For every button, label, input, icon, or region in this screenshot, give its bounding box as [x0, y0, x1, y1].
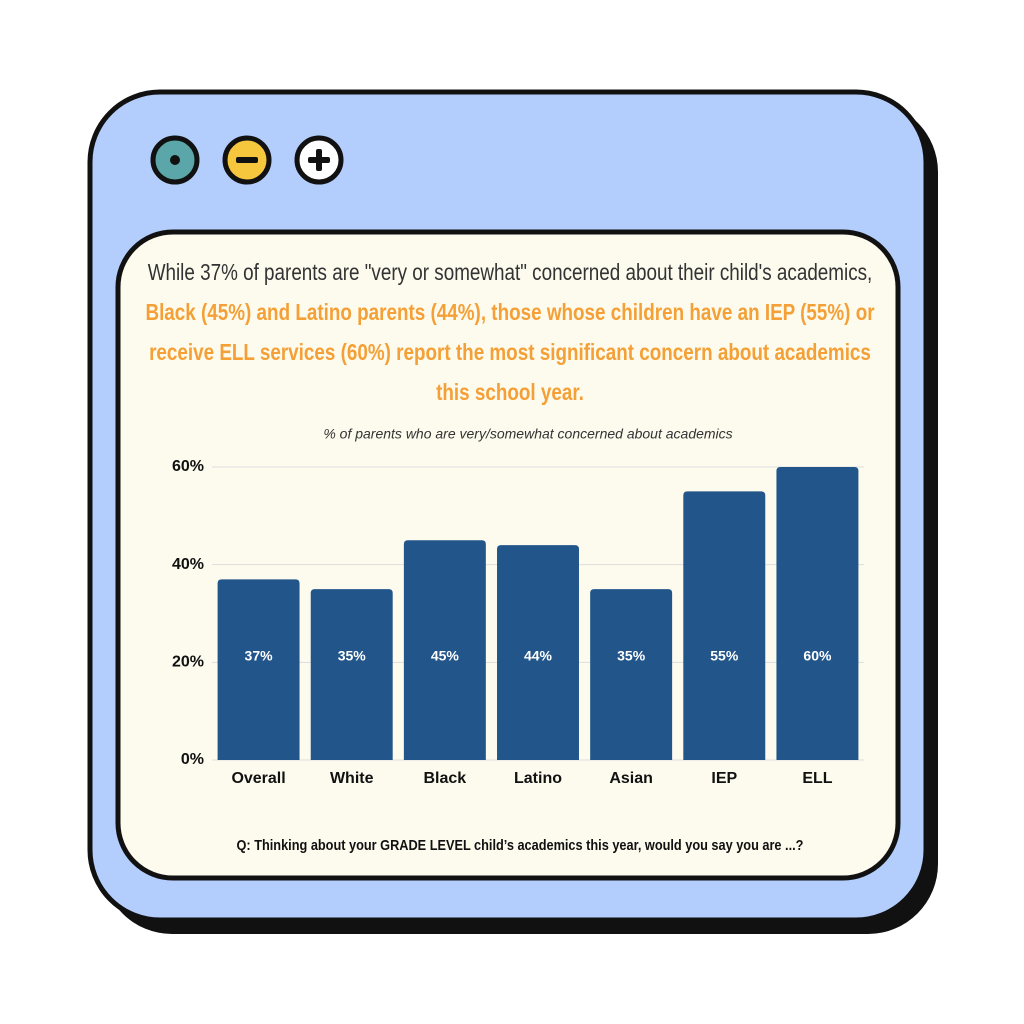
x-tick-label: ELL — [802, 770, 832, 787]
value-label: 45% — [431, 648, 460, 664]
button-icon — [236, 157, 258, 163]
y-tick-label: 40% — [172, 556, 204, 573]
headline-lead: While 37% of parents are "very or somewh… — [147, 259, 873, 285]
window-buttons — [150, 135, 344, 185]
value-label: 55% — [710, 648, 739, 664]
bar — [497, 545, 579, 760]
value-label: 35% — [338, 648, 367, 664]
bar — [683, 491, 766, 760]
x-tick-label: White — [330, 770, 374, 787]
headline: While 37% of parents are "very or somewh… — [141, 252, 879, 412]
value-label: 44% — [524, 648, 553, 664]
chart-subtitle: % of parents who are very/somewhat conce… — [323, 426, 732, 442]
x-tick-label: Latino — [514, 770, 562, 787]
question: Q: Thinking about your GRADE LEVEL child… — [237, 836, 804, 853]
y-tick-label: 0% — [181, 751, 204, 768]
x-tick-label: Overall — [231, 770, 285, 787]
bar — [217, 579, 300, 760]
value-label: 35% — [617, 648, 646, 664]
x-tick-label: Black — [424, 770, 467, 787]
button-icon — [170, 155, 180, 165]
bar — [403, 540, 486, 760]
value-label: 60% — [803, 648, 832, 664]
bar — [776, 467, 859, 760]
value-label: 37% — [245, 648, 274, 664]
bar — [310, 589, 393, 760]
x-tick-label: Asian — [609, 770, 653, 787]
y-tick-label: 20% — [172, 654, 204, 671]
button-icon — [316, 149, 322, 171]
headline-highlight: Black (45%) and Latino parents (44%), th… — [145, 299, 875, 405]
y-tick-label: 60% — [172, 458, 204, 475]
bar — [590, 589, 673, 760]
x-tick-label: IEP — [711, 770, 737, 787]
